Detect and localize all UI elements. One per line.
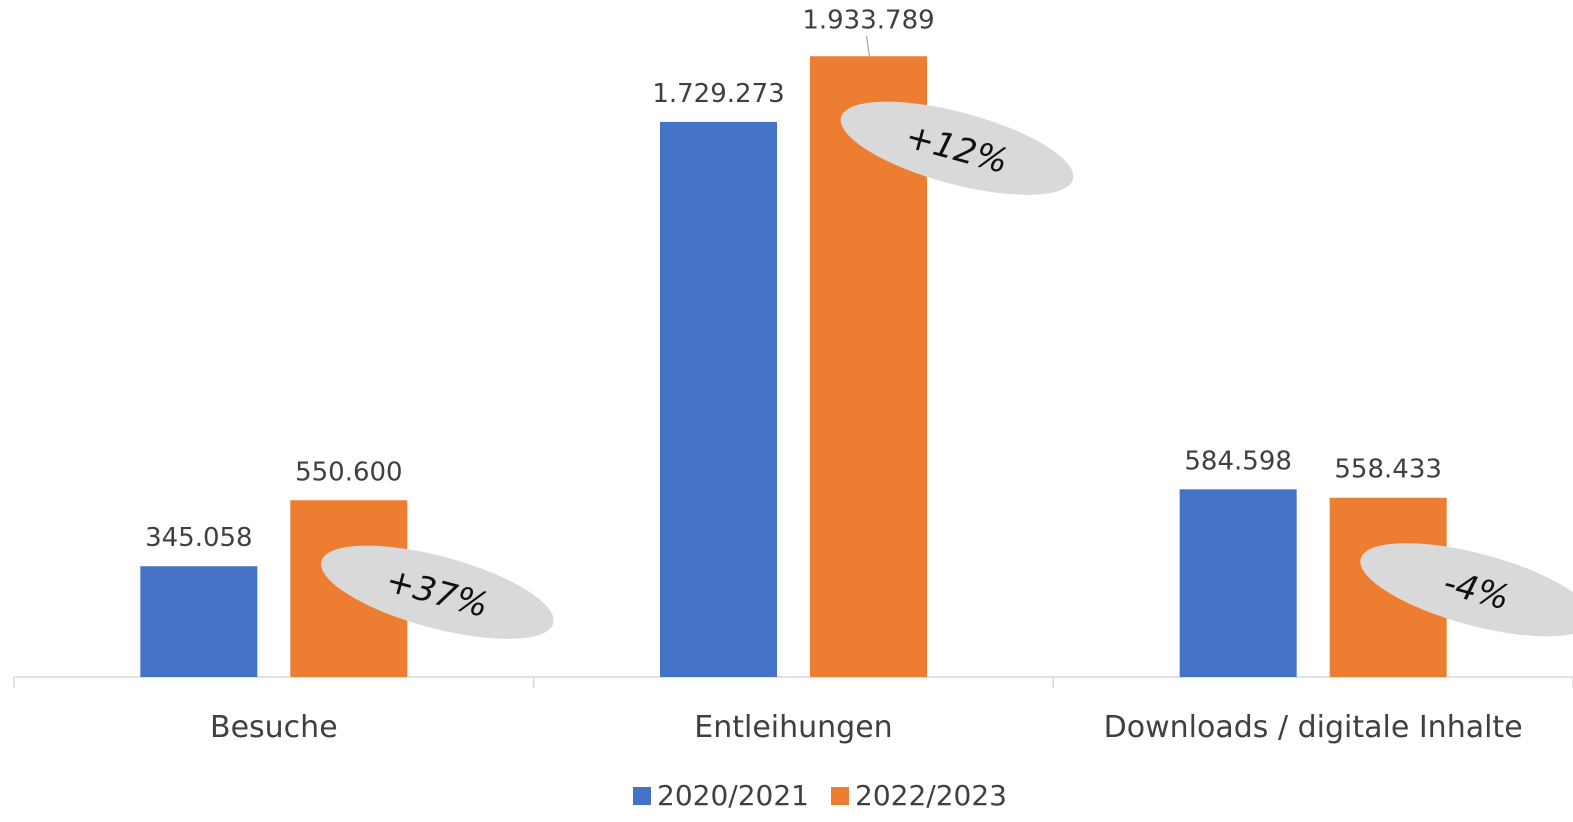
change-bubble-shape (1360, 543, 1573, 637)
change-bubble: +37% (321, 545, 554, 639)
data-label: 558.433 (1334, 455, 1442, 485)
data-label: 1.729.273 (652, 79, 784, 109)
change-bubble-shape (321, 545, 554, 639)
category-label: Besuche (210, 710, 338, 745)
bar-series-1-3 (1179, 489, 1297, 677)
category-label: Downloads / digitale Inhalte (1104, 710, 1523, 745)
legend-label: 2022/2023 (855, 779, 1007, 812)
legend-swatch (633, 787, 651, 805)
data-label: 584.598 (1184, 446, 1292, 476)
change-annotations: +37% +12% -4% (321, 101, 1573, 639)
change-bubble: -4% (1360, 543, 1573, 637)
category-label: Entleihungen (694, 710, 892, 745)
plot-area: 345.058 550.600 Besuche 1.729.273 1.933.789 E… (13, 5, 1573, 745)
data-label: 345.058 (145, 523, 253, 553)
change-bubble-shape (840, 101, 1074, 195)
data-label: 1.933.789 (802, 5, 934, 35)
data-label: 550.600 (295, 457, 403, 487)
legend: 2020/2021 2022/2023 (633, 779, 1007, 812)
legend-label: 2020/2021 (657, 779, 809, 812)
change-bubble: +12% (840, 101, 1074, 195)
leader-line (865, 36, 871, 57)
bar-series-1-1 (140, 566, 258, 677)
legend-swatch (831, 787, 849, 805)
bar-series-1-2 (660, 121, 777, 677)
